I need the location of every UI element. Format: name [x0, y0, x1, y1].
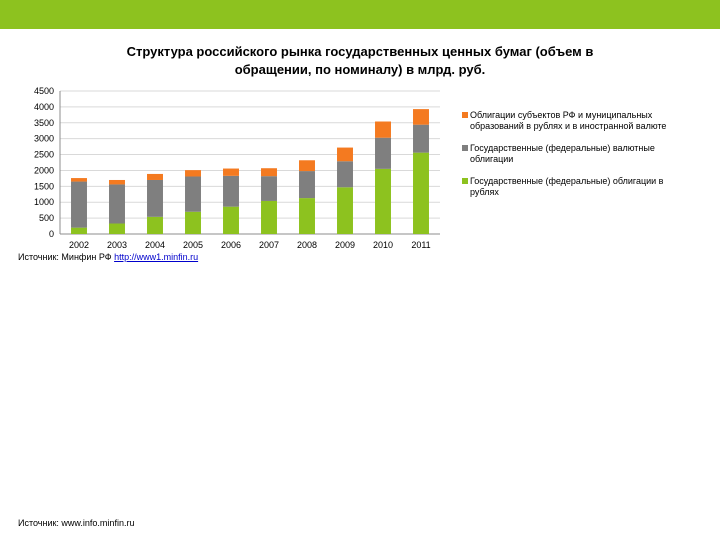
source-link[interactable]: http://www1.minfin.ru — [114, 252, 199, 262]
bar-segment — [261, 200, 277, 234]
x-tick-label: 2004 — [145, 240, 165, 250]
bar-segment — [413, 152, 429, 234]
y-tick-label: 2000 — [34, 165, 54, 175]
x-tick-label: 2008 — [297, 240, 317, 250]
legend-swatch-regional — [462, 112, 468, 118]
y-tick-label: 4500 — [34, 86, 54, 96]
legend-label-rub-bonds: Государственные (федеральные) облигации … — [470, 176, 664, 197]
x-tick-label: 2007 — [259, 240, 279, 250]
bar-segment — [375, 137, 391, 169]
chart-title: Структура российского рынка государствен… — [126, 44, 594, 77]
x-tick-label: 2010 — [373, 240, 393, 250]
bar-segment — [109, 223, 125, 234]
x-tick-label: 2003 — [107, 240, 127, 250]
y-tick-label: 1500 — [34, 181, 54, 191]
source-note: Источник: Минфин РФ http://www1.minfin.r… — [18, 252, 198, 262]
bar-segment — [185, 170, 201, 177]
bar-segment — [147, 216, 163, 234]
legend-item-rub-bonds: Государственные (федеральные) облигации … — [462, 176, 692, 198]
bar-segment — [147, 179, 163, 217]
x-tick-label: 2002 — [69, 240, 89, 250]
bar-segment — [109, 184, 125, 224]
y-tick-label: 4000 — [34, 102, 54, 112]
legend-label-fx-bonds: Государственные (федеральные) валютные о… — [470, 143, 655, 164]
bar-segment — [299, 198, 315, 234]
bar-segment — [185, 176, 201, 212]
x-tick-label: 2006 — [221, 240, 241, 250]
bar-segment — [147, 173, 163, 180]
bar-segment — [261, 176, 277, 201]
bar-segment — [223, 168, 239, 176]
legend-item-fx-bonds: Государственные (федеральные) валютные о… — [462, 143, 692, 165]
bar-segment — [261, 168, 277, 177]
legend-item-regional: Облигации субъектов РФ и муниципальных о… — [462, 110, 692, 132]
bar-chart: 0 500 1000 1500 2000 2500 3000 3500 4000 4500 2002… — [34, 86, 440, 250]
x-tick-label: 2009 — [335, 240, 355, 250]
y-tick-label: 3500 — [34, 118, 54, 128]
legend-swatch-fx-bonds — [462, 145, 468, 151]
source-note-bottom: Источник: www.info.minfin.ru — [18, 518, 135, 528]
bar-segment — [223, 175, 239, 207]
bar-segment — [299, 171, 315, 199]
y-tick-label: 2500 — [34, 150, 54, 160]
y-tick-label: 500 — [39, 213, 54, 223]
y-tick-label: 0 — [49, 229, 54, 239]
bar-segment — [71, 227, 87, 234]
bar-segment — [71, 178, 87, 182]
bar-segment — [71, 181, 87, 228]
source-prefix: Источник: Минфин РФ — [18, 252, 115, 262]
bar-segment — [299, 160, 315, 172]
y-tick-label: 3000 — [34, 134, 54, 144]
bar-segment — [109, 179, 125, 185]
bar-segment — [185, 211, 201, 234]
bar-segment — [337, 187, 353, 234]
chart-legend: Облигации субъектов РФ и муниципальных о… — [462, 110, 692, 209]
bar-segment — [413, 109, 429, 125]
bar-segment — [223, 206, 239, 234]
legend-label-regional: Облигации субъектов РФ и муниципальных о… — [470, 110, 667, 131]
x-tick-label: 2011 — [411, 240, 430, 250]
bar-segment — [337, 147, 353, 162]
bar-segment — [337, 161, 353, 188]
legend-swatch-rub-bonds — [462, 178, 468, 184]
x-tick-label: 2005 — [183, 240, 203, 250]
bar-segment — [413, 124, 429, 153]
bar-segment — [375, 168, 391, 234]
bar-segment — [375, 121, 391, 138]
top-banner — [0, 0, 720, 29]
y-tick-label: 1000 — [34, 197, 54, 207]
